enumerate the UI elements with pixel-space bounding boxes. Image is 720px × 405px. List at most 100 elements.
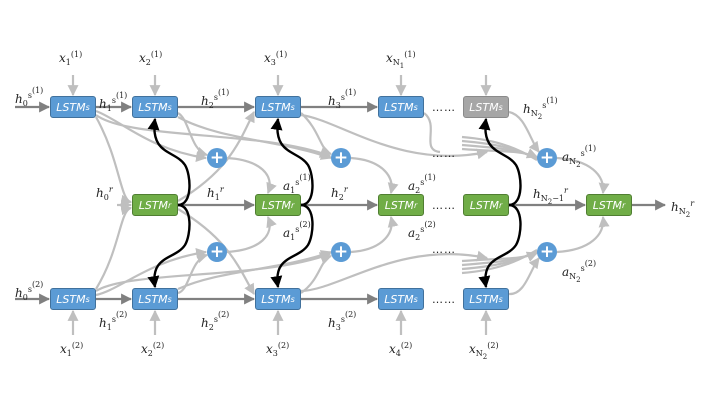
stream-letter: r <box>108 185 113 194</box>
index-subscript: 3 <box>335 101 341 110</box>
index-subscript: 2 <box>147 349 153 358</box>
index-offset: −1 <box>552 194 564 203</box>
index-subscript: 1 <box>290 233 296 242</box>
connector-arrow <box>95 247 208 297</box>
speaker-index: 2 <box>119 310 125 319</box>
stream-letter: s <box>580 264 585 273</box>
connector-arrow <box>95 252 332 292</box>
connector-arrow <box>300 254 333 294</box>
connector-arrow <box>508 110 540 153</box>
ellipsis: …… <box>432 293 456 306</box>
hidden-state-label-top: hN2s(1) <box>523 96 558 121</box>
speaker-index: 1 <box>427 173 433 182</box>
variable-symbol: x <box>266 342 273 356</box>
lstm-relation-cell: LSTM r <box>463 194 509 216</box>
relation-state-label: hN2−1r <box>533 185 568 208</box>
index-subscript: N <box>569 272 577 281</box>
variable-symbol: h <box>671 200 679 214</box>
variable-symbol: h <box>533 187 541 201</box>
index-subscript: 0 <box>103 193 109 202</box>
connector-arrow <box>95 204 133 290</box>
stream-letter: r <box>690 199 695 208</box>
lstm-speaker-cell: LSTM s <box>255 288 301 310</box>
index-subscript: 2 <box>208 323 214 332</box>
lstm-speaker-cell: LSTM s <box>378 96 424 118</box>
cell-label: LSTM <box>592 198 623 212</box>
lstm-speaker-cell: LSTM s <box>132 288 178 310</box>
lstm-relation-cell: LSTM r <box>132 194 178 216</box>
hidden-state-label-bottom: h1s(2) <box>99 310 128 332</box>
input-label-bottom: x4(2) <box>389 341 413 358</box>
sum-node-icon: + <box>207 242 227 262</box>
speaker-index: 2 <box>221 310 227 319</box>
stream-letter: s <box>27 91 32 100</box>
relation-state-label: h0r <box>96 184 113 204</box>
index-subscript: N <box>540 194 548 203</box>
variable-symbol: a <box>408 179 416 193</box>
variable-symbol: h <box>207 186 215 200</box>
relation-to-speaker-arrow <box>147 203 191 289</box>
speaker-index: 2 <box>156 341 162 350</box>
speaker-index: 2 <box>427 220 433 229</box>
variable-symbol: x <box>139 51 146 65</box>
lstm-speaker-cell: LSTM s <box>463 288 509 310</box>
stream-letter: s <box>580 149 585 158</box>
input-label-top: x1(1) <box>59 50 83 67</box>
speaker-index: 1 <box>302 173 308 182</box>
speaker-index: 1 <box>549 96 555 105</box>
index-subscript: 3 <box>272 349 278 358</box>
cell-subscript: s <box>85 102 90 112</box>
sum-node-icon: + <box>537 242 557 262</box>
input-label-top: xN1(1) <box>386 50 416 70</box>
connector-arrow <box>177 250 333 291</box>
lstm-speaker-cell: LSTM s <box>378 288 424 310</box>
stream-letter: r <box>343 185 348 194</box>
attention-label-bottom: a1s(2) <box>283 220 311 242</box>
index-subscript: N <box>530 109 538 118</box>
cell-subscript: r <box>168 200 172 210</box>
variable-symbol: x <box>141 342 148 356</box>
ellipsis: …… <box>432 101 456 114</box>
variable-symbol: a <box>408 226 416 240</box>
input-label-top: x3(1) <box>264 50 288 67</box>
light-arrows <box>67 75 610 335</box>
lstm-speaker-cell: LSTM s <box>50 96 96 118</box>
index-subscript: 2 <box>415 186 421 195</box>
connector-arrow <box>177 116 333 160</box>
speaker-index: 2 <box>35 280 41 289</box>
cell-subscript: r <box>291 200 295 210</box>
attention-label-top: a1s(1) <box>283 173 311 195</box>
nested-subscript: 1 <box>399 62 405 70</box>
cell-label: LSTM <box>261 292 291 306</box>
stream-letter: s <box>213 315 218 324</box>
lstm-relation-cell-final: LSTM r <box>586 194 632 216</box>
lstm-relation-cell: LSTM r <box>255 194 301 216</box>
index-subscript: N <box>392 58 400 67</box>
ellipsis: …… <box>432 147 456 160</box>
speaker-index: 2 <box>404 341 410 350</box>
index-subscript: 0 <box>22 99 28 108</box>
cell-subscript: s <box>167 102 172 112</box>
speaker-index: 1 <box>348 88 354 97</box>
cell-subscript: r <box>622 200 626 210</box>
connector-arrow <box>350 156 399 195</box>
connector-arrow <box>556 215 610 254</box>
cell-label: LSTM <box>261 198 292 212</box>
stream-letter: r <box>564 186 568 195</box>
hidden-state-label-top: h3s(1) <box>328 88 357 110</box>
hidden-state-label-bottom: h2s(2) <box>201 310 230 332</box>
speaker-index: 2 <box>281 341 287 350</box>
cell-label: LSTM <box>56 100 86 114</box>
variable-symbol: h <box>201 316 209 330</box>
nested-subscript: 2 <box>685 211 691 219</box>
cell-label: LSTM <box>138 292 168 306</box>
input-label-bottom: x1(2) <box>60 341 84 358</box>
dark-arrows <box>15 101 667 305</box>
sum-node-icon: + <box>207 148 227 168</box>
hidden-state-label-bottom: h0s(2) <box>15 280 44 302</box>
variable-symbol: h <box>99 97 107 111</box>
cell-label: LSTM <box>138 100 168 114</box>
stream-letter: s <box>295 225 300 234</box>
connector-arrow <box>95 114 332 158</box>
